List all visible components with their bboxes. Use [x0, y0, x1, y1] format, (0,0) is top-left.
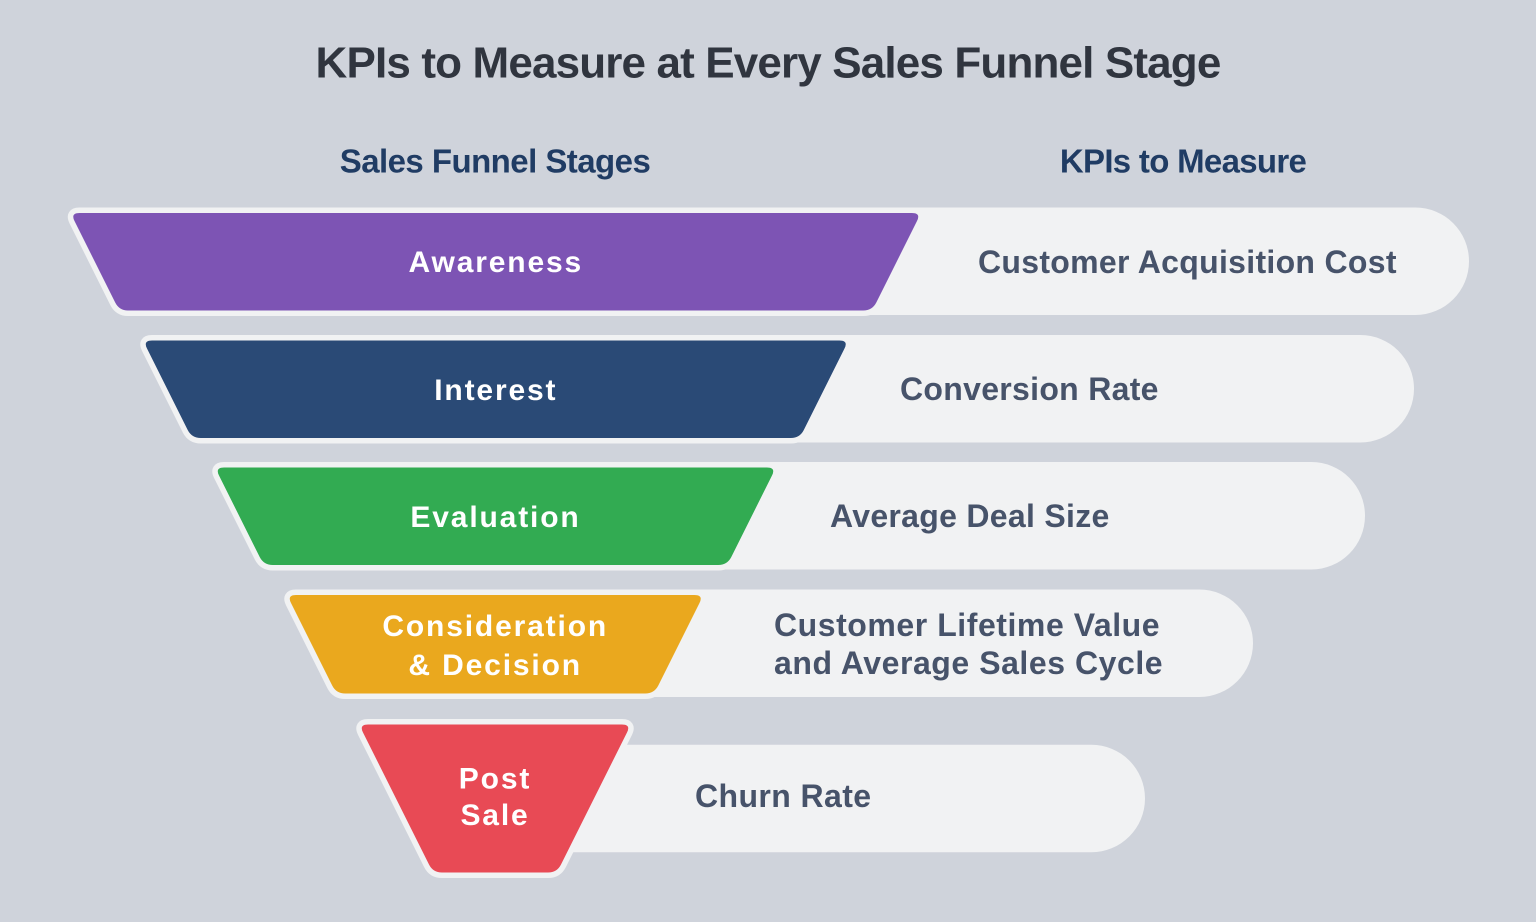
- svg-text:Churn Rate: Churn Rate: [695, 778, 871, 814]
- svg-text:Evaluation: Evaluation: [410, 501, 580, 534]
- svg-text:KPIs to Measure: KPIs to Measure: [1060, 143, 1307, 180]
- svg-text:Consideration: Consideration: [382, 610, 608, 643]
- svg-text:KPIs to Measure at Every Sales: KPIs to Measure at Every Sales Funnel St…: [316, 39, 1221, 88]
- svg-text:Customer Lifetime Value: Customer Lifetime Value: [774, 607, 1160, 643]
- svg-text:Interest: Interest: [434, 374, 557, 407]
- svg-text:Post: Post: [459, 763, 531, 796]
- svg-text:Conversion Rate: Conversion Rate: [900, 371, 1159, 407]
- svg-text:Average Deal Size: Average Deal Size: [830, 498, 1110, 534]
- svg-text:Sales Funnel Stages: Sales Funnel Stages: [340, 143, 651, 180]
- svg-text:Sale: Sale: [460, 799, 529, 832]
- svg-text:and Average Sales Cycle: and Average Sales Cycle: [774, 645, 1163, 681]
- svg-text:& Decision: & Decision: [408, 649, 582, 682]
- svg-text:Awareness: Awareness: [409, 246, 584, 279]
- svg-text:Customer Acquisition Cost: Customer Acquisition Cost: [978, 244, 1397, 280]
